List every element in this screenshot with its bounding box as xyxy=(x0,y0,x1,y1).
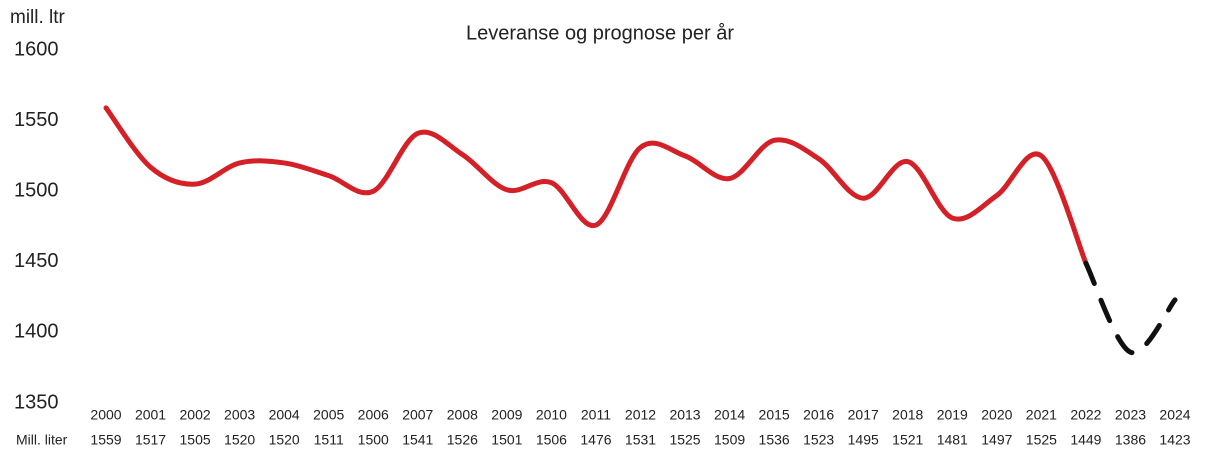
x-tick-label: 2007 xyxy=(402,407,433,423)
x-tick-label: 2012 xyxy=(625,407,656,423)
table-value: 1526 xyxy=(447,432,478,448)
table-value: 1531 xyxy=(625,432,656,448)
table-value: 1511 xyxy=(314,432,344,448)
table-value: 1500 xyxy=(358,432,389,448)
table-value: 1506 xyxy=(536,432,567,448)
x-tick-label: 2021 xyxy=(1026,407,1057,423)
x-tick-label: 2003 xyxy=(224,407,255,423)
x-tick-label: 2018 xyxy=(892,407,923,423)
data-line xyxy=(1083,260,1178,355)
x-tick-label: 2023 xyxy=(1115,407,1146,423)
table-value: 1386 xyxy=(1115,432,1146,448)
table-value: 1520 xyxy=(224,432,255,448)
y-tick-label: 1450 xyxy=(14,250,59,272)
x-tick-label: 2019 xyxy=(937,407,968,423)
x-tick-label: 2001 xyxy=(135,407,166,423)
table-value: 1541 xyxy=(402,432,433,448)
x-tick-label: 2014 xyxy=(714,407,745,423)
table-value: 1481 xyxy=(937,432,968,448)
table-value: 1520 xyxy=(269,432,300,448)
chart-title: Leveranse og prognose per år xyxy=(466,22,734,44)
x-tick-label: 2005 xyxy=(313,407,344,423)
y-tick-label: 1600 xyxy=(14,38,59,60)
x-tick-label: 2013 xyxy=(669,407,700,423)
table-row-label: Mill. liter xyxy=(16,432,68,448)
y-tick-label: 1500 xyxy=(14,179,59,201)
table-value: 1525 xyxy=(1026,432,1057,448)
table-value: 1449 xyxy=(1070,432,1101,448)
x-tick-label: 2011 xyxy=(581,407,611,423)
table-value: 1501 xyxy=(491,432,522,448)
x-tick-label: 2015 xyxy=(759,407,790,423)
table-value: 1517 xyxy=(135,432,166,448)
x-tick-label: 2009 xyxy=(491,407,522,423)
table-value: 1523 xyxy=(803,432,834,448)
y-axis-title: mill. ltr xyxy=(10,7,66,28)
table-value: 1476 xyxy=(580,432,611,448)
y-tick-label: 1400 xyxy=(14,321,59,343)
y-tick-label: 1350 xyxy=(14,391,59,413)
x-tick-label: 2017 xyxy=(848,407,879,423)
x-tick-label: 2016 xyxy=(803,407,834,423)
table-value: 1559 xyxy=(90,432,121,448)
table-value: 1495 xyxy=(848,432,879,448)
table-value: 1505 xyxy=(180,432,211,448)
data-line xyxy=(103,105,1089,266)
x-tick-label: 2000 xyxy=(90,407,121,423)
table-value: 1423 xyxy=(1159,432,1190,448)
x-tick-label: 2006 xyxy=(358,407,389,423)
x-tick-label: 2002 xyxy=(180,407,211,423)
x-tick-label: 2020 xyxy=(981,407,1012,423)
table-value: 1536 xyxy=(759,432,790,448)
x-tick-label: 2004 xyxy=(269,407,300,423)
y-tick-label: 1550 xyxy=(14,109,59,131)
x-tick-label: 2024 xyxy=(1159,407,1190,423)
table-value: 1509 xyxy=(714,432,745,448)
table-value: 1497 xyxy=(981,432,1012,448)
table-value: 1525 xyxy=(669,432,700,448)
x-tick-label: 2010 xyxy=(536,407,567,423)
x-tick-label: 2008 xyxy=(447,407,478,423)
table-value: 1521 xyxy=(892,432,923,448)
x-tick-label: 2022 xyxy=(1070,407,1101,423)
